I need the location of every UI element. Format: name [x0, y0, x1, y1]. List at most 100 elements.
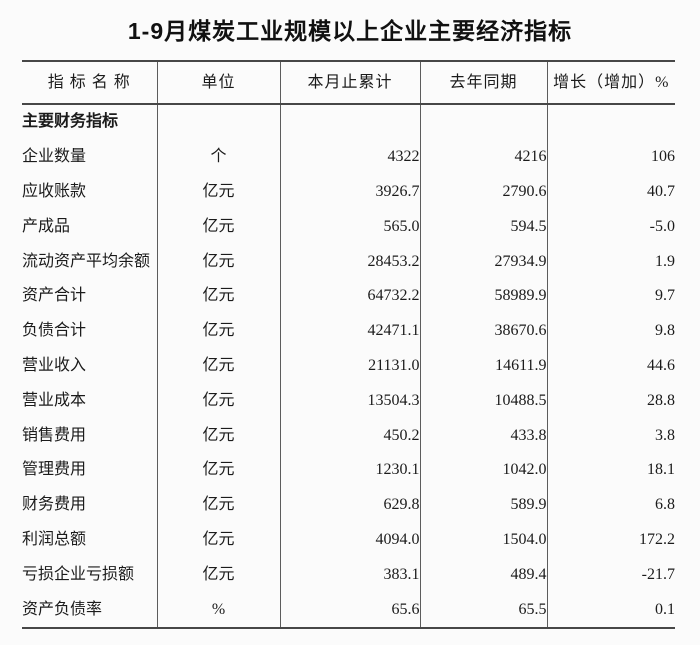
- last-year-cell: 2790.6: [419, 174, 547, 210]
- indicator-name-cell: 资产负债率: [22, 592, 157, 629]
- current-cell: 13504.3: [279, 383, 420, 419]
- indicator-name-cell: 利润总额: [22, 530, 87, 548]
- last-year-cell: 1042.0: [419, 452, 547, 488]
- indicator-name-cell: 营业成本: [22, 391, 87, 409]
- unit-cell: %: [156, 592, 280, 629]
- growth-cell: 28.8: [546, 383, 675, 419]
- growth-cell: 44.6: [546, 348, 675, 384]
- current-cell: 64732.2: [279, 278, 420, 314]
- unit-cell: 亿元: [156, 209, 280, 245]
- last-year-cell: 433.8: [419, 418, 547, 453]
- unit-cell: 亿元: [156, 313, 280, 349]
- table-row: 流动资产平均余额 亿元 28453.2 27934.9 1.9: [22, 244, 675, 279]
- unit-cell: 亿元: [156, 244, 280, 279]
- growth-cell: 9.8: [546, 313, 675, 349]
- unit-cell: 亿元: [156, 557, 280, 593]
- table-row: 应收账款 亿元 3926.7 2790.6 40.7: [22, 174, 675, 210]
- column-header-current-cumulative: 本月止累计: [279, 60, 420, 105]
- last-year-cell: 1504.0: [419, 522, 547, 558]
- unit-cell: 亿元: [156, 452, 280, 488]
- last-year-cell: 14611.9: [419, 348, 547, 384]
- last-year-cell: 58989.9: [419, 278, 547, 314]
- current-cell: 4094.0: [279, 522, 420, 558]
- growth-cell: 1.9: [546, 244, 675, 279]
- table-row: 资产合计 亿元 64732.2 58989.9 9.7: [22, 278, 675, 314]
- section-header-cell: 主要财务指标: [22, 113, 119, 131]
- table-row: 销售费用 亿元 450.2 433.8 3.8: [22, 418, 675, 453]
- unit-cell: [156, 104, 280, 140]
- current-cell: 383.1: [279, 557, 420, 593]
- last-year-cell: 65.5: [419, 592, 547, 629]
- indicator-name-cell: 销售费用: [22, 426, 87, 444]
- growth-cell: [546, 104, 675, 140]
- last-year-cell: [419, 104, 547, 140]
- unit-cell: 亿元: [156, 278, 280, 314]
- indicator-name-cell: 营业收入: [22, 356, 87, 374]
- growth-cell: -21.7: [546, 557, 675, 593]
- table-row: 产成品 亿元 565.0 594.5 -5.0: [22, 209, 675, 245]
- table-row: 资产负债率% 65.6 65.5 0.1: [22, 592, 675, 629]
- current-cell: 42471.1: [279, 313, 420, 349]
- current-cell: 28453.2: [279, 244, 420, 279]
- table-row: 亏损企业亏损额 亿元 383.1 489.4 -21.7: [22, 557, 675, 593]
- current-cell: 450.2: [279, 418, 420, 453]
- growth-cell: 9.7: [546, 278, 675, 314]
- unit-cell: 个: [156, 139, 280, 175]
- indicator-name-cell: 管理费用: [22, 461, 87, 479]
- indicator-name-cell: 资产合计: [22, 287, 87, 305]
- unit-cell: 亿元: [156, 522, 280, 558]
- current-cell: 65.6: [279, 592, 420, 629]
- indicator-name-cell: 流动资产平均余额: [22, 252, 151, 270]
- current-cell: 21131.0: [279, 348, 420, 384]
- indicator-name-cell: 亏损企业亏损额: [22, 565, 135, 583]
- indicator-name-cell: 财务费用: [22, 496, 87, 514]
- table-body: 主要财务指标 企业数量个 4322 4216 106 应收账款 亿元 3926.7 2790.6…: [22, 104, 675, 629]
- last-year-cell: 10488.5: [419, 383, 547, 419]
- growth-cell: 172.2: [546, 522, 675, 558]
- table-header-row: 指 标 名 称 单位 本月止累计 去年同期 增长（增加）%: [22, 60, 675, 105]
- growth-cell: 6.8: [546, 487, 675, 523]
- last-year-cell: 27934.9: [419, 244, 547, 279]
- column-header-indicator-name: 指 标 名 称: [22, 60, 157, 105]
- table-row: 营业收入 亿元 21131.0 14611.9 44.6: [22, 348, 675, 384]
- indicator-name-cell: 企业数量: [22, 148, 87, 166]
- column-header-growth-percent: 增长（增加）%: [546, 60, 675, 105]
- column-header-last-year-same-period: 去年同期: [419, 60, 547, 105]
- column-header-unit: 单位: [156, 60, 280, 105]
- table-row: 财务费用 亿元 629.8 589.9 6.8: [22, 487, 675, 523]
- last-year-cell: 4216: [419, 139, 547, 175]
- current-cell: 4322: [279, 139, 420, 175]
- current-cell: 629.8: [279, 487, 420, 523]
- section-header-row: 主要财务指标: [22, 104, 675, 140]
- table-header: 指 标 名 称 单位 本月止累计 去年同期 增长（增加）%: [22, 60, 675, 105]
- indicators-table: 指 标 名 称 单位 本月止累计 去年同期 增长（增加）% 主要财务指标 企业数量…: [22, 60, 675, 629]
- unit-cell: 亿元: [156, 383, 280, 419]
- unit-cell: 亿元: [156, 418, 280, 453]
- growth-cell: 18.1: [546, 452, 675, 488]
- growth-cell: -5.0: [546, 209, 675, 245]
- unit-cell: 亿元: [156, 174, 280, 210]
- unit-cell: 亿元: [156, 487, 280, 523]
- indicator-name-cell: 应收账款: [22, 182, 87, 200]
- indicator-name-cell: 负债合计: [22, 322, 87, 340]
- current-cell: [279, 104, 420, 140]
- growth-cell: 106: [546, 139, 675, 175]
- last-year-cell: 594.5: [419, 209, 547, 245]
- table-row: 管理费用 亿元 1230.1 1042.0 18.1: [22, 452, 675, 488]
- current-cell: 3926.7: [279, 174, 420, 210]
- table-row: 营业成本 亿元 13504.3 10488.5 28.8: [22, 383, 675, 419]
- growth-cell: 40.7: [546, 174, 675, 210]
- last-year-cell: 489.4: [419, 557, 547, 593]
- current-cell: 1230.1: [279, 452, 420, 488]
- last-year-cell: 589.9: [419, 487, 547, 523]
- current-cell: 565.0: [279, 209, 420, 245]
- page-title: 1-9月煤炭工业规模以上企业主要经济指标: [127, 18, 573, 44]
- indicator-name-cell: 产成品: [22, 217, 71, 235]
- unit-cell: 亿元: [156, 348, 280, 384]
- table-row: 企业数量 个 4322 4216 106: [22, 139, 675, 175]
- table-row: 负债合计 亿元 42471.1 38670.6 9.8: [22, 313, 675, 349]
- last-year-cell: 38670.6: [419, 313, 547, 349]
- table-row: 利润总额 亿元 4094.0 1504.0 172.2: [22, 522, 675, 558]
- growth-cell: 3.8: [546, 418, 675, 453]
- growth-cell: 0.1: [546, 592, 675, 629]
